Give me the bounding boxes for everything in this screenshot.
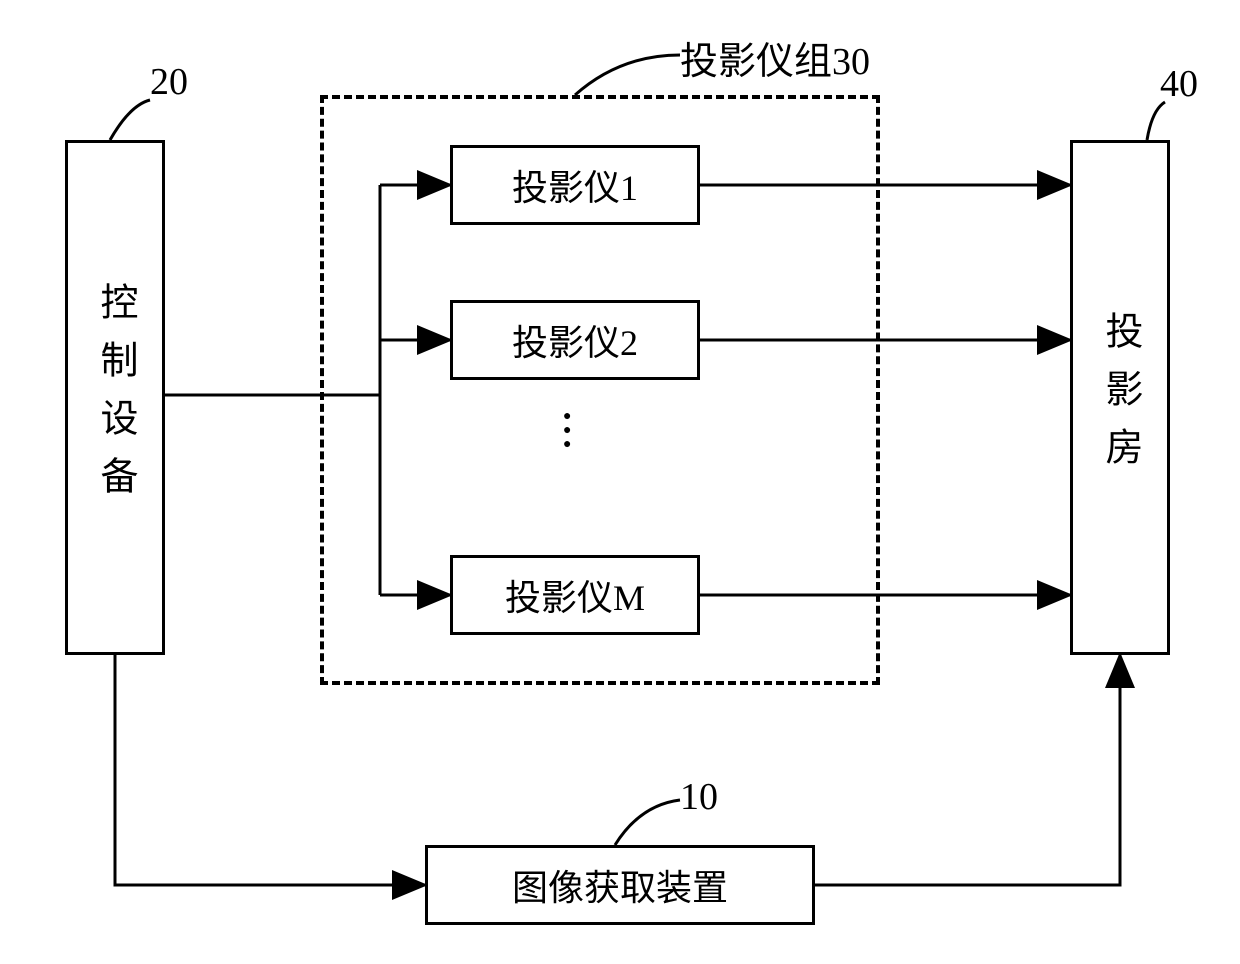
projector-1-box: 投影仪1 xyxy=(450,145,700,225)
ellipsis-dots: ●●● xyxy=(563,410,571,452)
projector-1-label: 投影仪1 xyxy=(512,159,638,211)
image-capture-ref-number: 10 xyxy=(680,775,718,819)
projection-room-ref-number: 40 xyxy=(1160,62,1198,106)
leader-30 xyxy=(575,55,680,95)
projector-2-label: 投影仪2 xyxy=(512,314,638,366)
image-capture-box: 图像获取装置 xyxy=(425,845,815,925)
image-capture-label: 图像获取装置 xyxy=(512,859,728,911)
system-diagram: 控制设备 20 投影仪组30 投影仪1 投影仪2 ●●● 投影仪M 投影房 40… xyxy=(0,0,1240,964)
projection-room-box: 投影房 xyxy=(1070,140,1170,655)
leader-10 xyxy=(615,800,680,845)
leader-20 xyxy=(110,100,150,140)
controller-label: 控制设备 xyxy=(96,282,134,514)
projector-m-label: 投影仪M xyxy=(505,569,645,621)
projection-room-label: 投影房 xyxy=(1101,311,1139,485)
edge-controller-capture xyxy=(115,655,425,885)
controller-box: 控制设备 xyxy=(65,140,165,655)
projector-m-box: 投影仪M xyxy=(450,555,700,635)
edge-capture-room xyxy=(815,655,1120,885)
projector-group-label: 投影仪组30 xyxy=(680,30,870,85)
controller-ref-number: 20 xyxy=(150,60,188,104)
leader-40 xyxy=(1147,102,1165,140)
projector-2-box: 投影仪2 xyxy=(450,300,700,380)
